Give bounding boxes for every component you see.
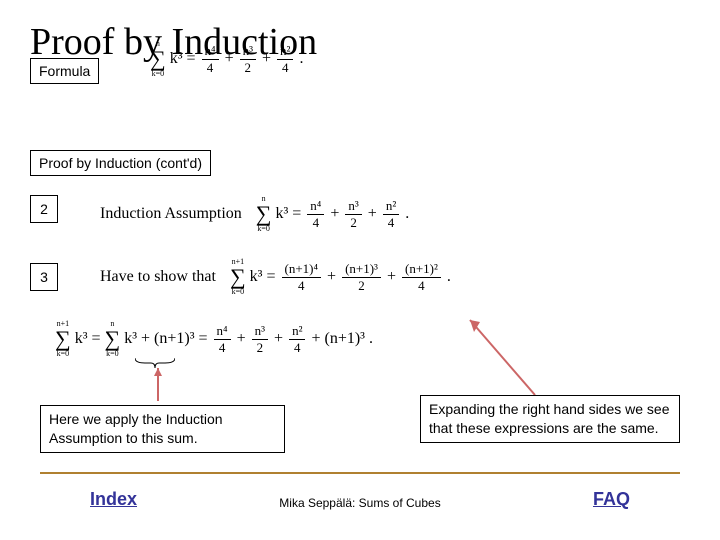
note-left-box: Here we apply the Induction Assumption t…	[40, 405, 285, 453]
divider	[40, 472, 680, 474]
formula-label-box: Formula	[30, 58, 99, 84]
induction-assumption-row: Induction Assumption n ∑ k=0 k³ = n⁴4 + …	[100, 195, 409, 233]
step-2-box: 2	[30, 195, 58, 223]
arrow-left-icon	[152, 368, 164, 408]
index-link[interactable]: Index	[90, 489, 137, 510]
faq-link[interactable]: FAQ	[593, 489, 630, 510]
expansion-row: n+1 ∑ k=0 k³ = n ∑ k=0 k³ + (n+1)³ = n⁴4…	[55, 320, 373, 358]
footer-caption: Mika Seppälä: Sums of Cubes	[279, 496, 440, 510]
arrow-right-icon	[460, 310, 540, 400]
have-to-show-row: Have to show that n+1 ∑ k=0 k³ = (n+1)⁴4…	[100, 258, 451, 296]
formula-main: n ∑ k=0 k³ = n⁴4 + n³2 + n²4 .	[150, 40, 303, 78]
underbrace-icon	[135, 358, 175, 368]
contd-label-box: Proof by Induction (cont'd)	[30, 150, 211, 176]
note-right-box: Expanding the right hand sides we see th…	[420, 395, 680, 443]
step-3-box: 3	[30, 263, 58, 291]
